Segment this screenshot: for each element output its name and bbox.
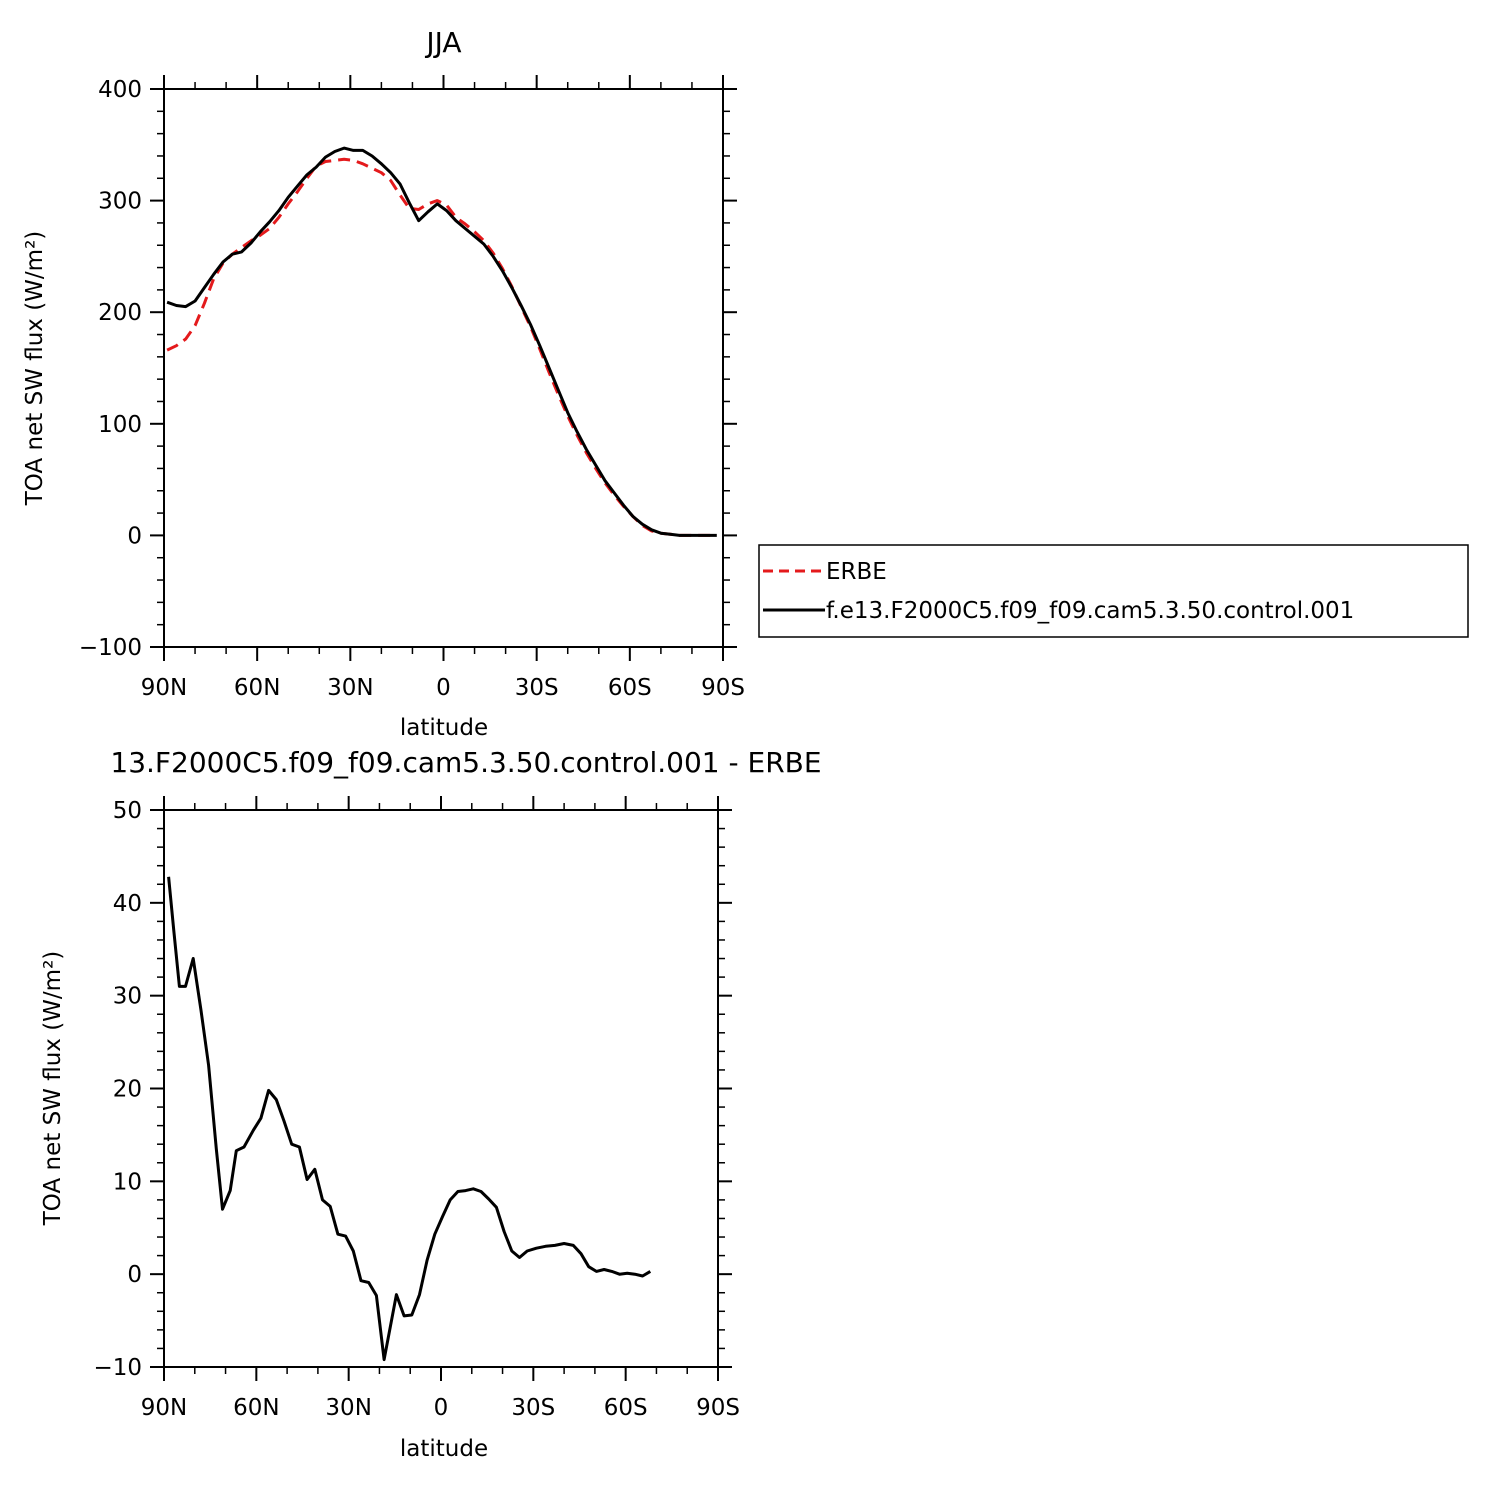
top-series xyxy=(166,146,717,537)
x-tick-label: 30N xyxy=(325,1395,371,1421)
y-tick-label: 400 xyxy=(98,77,142,103)
bottom-ticks: −10 0 10 20 30 40 50 90N 60N 30N 0 30S 60S 90S xyxy=(93,796,740,1421)
x-tick-label: 30N xyxy=(327,675,373,701)
bottom-y-axis-label: TOA net SW flux (W/m²) xyxy=(40,951,66,1227)
x-tick-label: 60S xyxy=(604,1395,648,1421)
y-tick-label: 10 xyxy=(113,1169,142,1195)
x-tick-label: 90N xyxy=(141,675,187,701)
x-tick-label: 90S xyxy=(701,675,745,701)
top-y-axis-label: TOA net SW flux (W/m²) xyxy=(22,231,48,507)
x-tick-label: 0 xyxy=(434,1395,449,1421)
y-tick-label: 100 xyxy=(98,412,142,438)
x-tick-label: 60N xyxy=(233,1395,279,1421)
bottom-panel: 13.F2000C5.f09_f09.cam5.3.50.control.001… xyxy=(40,746,822,1462)
series-line-erbe xyxy=(166,157,717,537)
y-tick-label: −100 xyxy=(79,635,142,661)
bottom-chart-title: 13.F2000C5.f09_f09.cam5.3.50.control.001… xyxy=(110,746,821,779)
y-tick-label: 30 xyxy=(113,984,142,1010)
top-plot-frame xyxy=(163,88,724,648)
x-tick-label: 90S xyxy=(696,1395,740,1421)
x-tick-label: 0 xyxy=(436,675,451,701)
x-tick-label: 30S xyxy=(515,675,559,701)
top-panel: JJA TOA net SW flux (W/m²) latitude −100… xyxy=(22,26,745,741)
y-tick-label: 0 xyxy=(127,1262,142,1288)
y-tick-label: 20 xyxy=(113,1077,142,1103)
bottom-plot-frame xyxy=(163,809,719,1368)
y-tick-label: 50 xyxy=(113,798,142,824)
series-line-difference xyxy=(167,876,652,1362)
top-x-axis-label: latitude xyxy=(400,715,488,741)
legend-label-erbe: ERBE xyxy=(826,559,887,585)
legend: ERBE f.e13.F2000C5.f09_f09.cam5.3.50.con… xyxy=(758,544,1469,638)
bottom-series xyxy=(167,876,652,1362)
y-tick-label: 200 xyxy=(98,300,142,326)
legend-box xyxy=(758,544,1469,638)
bottom-x-axis-label: latitude xyxy=(400,1436,488,1462)
top-chart-title: JJA xyxy=(424,26,461,59)
y-tick-label: 40 xyxy=(113,891,142,917)
y-tick-label: −10 xyxy=(93,1355,142,1381)
top-ticks: −100 0 100 200 300 400 90N 60N 30N 0 30S 60S 90S xyxy=(79,75,745,701)
x-tick-label: 60N xyxy=(234,675,280,701)
x-tick-label: 60S xyxy=(608,675,652,701)
x-tick-label: 90N xyxy=(141,1395,187,1421)
y-tick-label: 0 xyxy=(127,523,142,549)
legend-label-model: f.e13.F2000C5.f09_f09.cam5.3.50.control.… xyxy=(826,598,1354,624)
x-tick-label: 30S xyxy=(511,1395,555,1421)
series-line-model xyxy=(166,146,717,537)
y-tick-label: 300 xyxy=(98,189,142,215)
